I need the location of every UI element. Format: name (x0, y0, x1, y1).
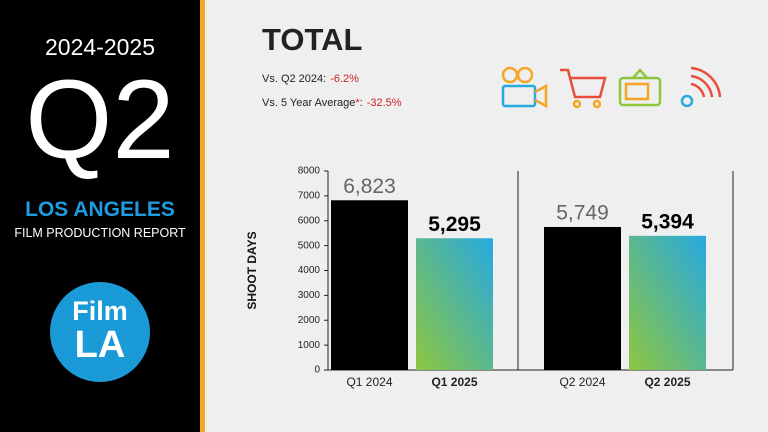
y-tick-label: 6000 (298, 215, 321, 226)
x-tick-label: Q2 2024 (559, 375, 605, 389)
years: 2024-2025 (45, 34, 155, 60)
comparison-marker: * (355, 97, 360, 109)
y-tick-label: 2000 (298, 315, 321, 326)
y-tick-label: 0 (314, 365, 320, 376)
logo-text: LA (74, 324, 126, 366)
value-label: 5,394 (641, 210, 694, 233)
chart: TOTAL Vs. Q2 2024: -6.2% Vs. 5 Year Avera… (245, 22, 734, 389)
comparison-label: Vs. 5 Year Average (262, 97, 355, 109)
camera-icon (501, 66, 548, 109)
comparison: Vs. 5 Year Average*: -32.5% (262, 97, 402, 109)
x-tick-label: Q1 2024 (346, 375, 392, 389)
title: TOTAL (262, 22, 362, 57)
comparison-value: -32.5% (367, 97, 402, 109)
y-tick-label: 4000 (298, 265, 321, 276)
value-label: 5,749 (556, 202, 609, 225)
y-tick-label: 3000 (298, 290, 321, 301)
sidebar: 2024-2025 Q2 LOS ANGELES FILM PRODUCTION… (0, 0, 200, 432)
y-tick-label: 8000 (298, 166, 321, 177)
y-tick-label: 5000 (298, 240, 321, 251)
city: LOS ANGELES (25, 198, 175, 221)
bar (331, 200, 408, 370)
report-name: FILM PRODUCTION REPORT (14, 226, 186, 240)
comparison-value: -6.2% (330, 73, 359, 85)
x-tick-label: Q2 2025 (644, 375, 690, 389)
quarter: Q2 (25, 57, 175, 182)
tv-icon (618, 68, 662, 107)
x-tick-label: Q1 2025 (431, 375, 477, 389)
bar (544, 226, 621, 370)
value-label: 5,295 (428, 213, 481, 236)
comparison-suffix: : (360, 97, 363, 109)
comparison-label: Vs. Q2 2024: (262, 73, 326, 85)
icons (501, 66, 722, 109)
signal-icon (680, 66, 722, 108)
comparison: Vs. Q2 2024: -6.2% (262, 73, 359, 85)
y-tick-label: 1000 (298, 340, 321, 351)
y-axis-label: SHOOT DAYS (245, 231, 259, 309)
logo: Film LA (50, 282, 150, 382)
y-tick-label: 7000 (298, 191, 321, 202)
value-label: 6,823 (343, 175, 396, 198)
cart-icon (560, 68, 607, 109)
bar (416, 238, 493, 370)
logo-text: Film (72, 296, 128, 326)
bar (629, 235, 706, 370)
stripe (200, 0, 205, 432)
